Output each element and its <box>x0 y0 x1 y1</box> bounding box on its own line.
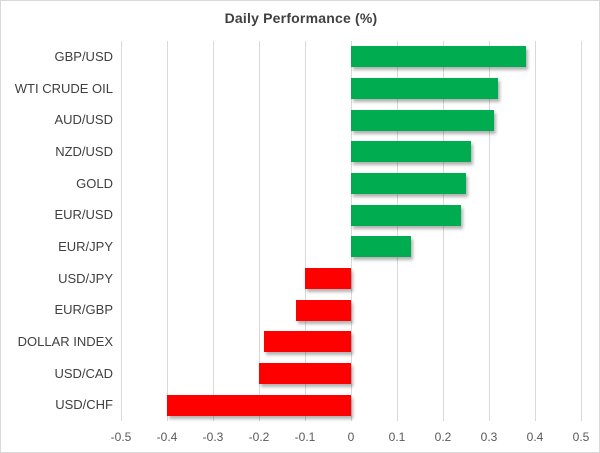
category-label: EUR/JPY <box>58 238 113 254</box>
category-label: WTI CRUDE OIL <box>14 80 113 96</box>
category-label: NZD/USD <box>55 143 113 159</box>
x-tick-label: 0.4 <box>526 430 544 444</box>
x-tick-label: -0.4 <box>156 430 178 444</box>
category-label: GOLD <box>76 175 113 191</box>
gridline <box>212 41 214 421</box>
x-tick-label: -0.1 <box>294 430 316 444</box>
category-label: GBP/USD <box>54 48 113 64</box>
bar-nzd-usd <box>351 141 471 163</box>
category-label: USD/CHF <box>55 397 113 413</box>
gridline <box>166 41 168 421</box>
gridline <box>304 41 306 421</box>
gridline <box>258 41 260 421</box>
plot-area <box>120 41 582 421</box>
bar-eur-jpy <box>351 236 411 258</box>
category-label: AUD/USD <box>54 112 113 128</box>
bar-eur-gbp <box>295 299 351 321</box>
chart-title: Daily Performance (%) <box>224 10 378 26</box>
category-label: EUR/USD <box>54 207 113 223</box>
bar-usd-cad <box>259 363 351 384</box>
x-tick-label: 0.5 <box>572 430 590 444</box>
bar-usd-chf <box>167 394 351 416</box>
category-label: DOLLAR INDEX <box>17 333 113 349</box>
bar-wti-crude-oil <box>351 78 499 99</box>
x-tick-label: -0.5 <box>110 430 132 444</box>
category-label: EUR/GBP <box>54 302 113 318</box>
bar-eur-usd <box>351 204 462 226</box>
category-label: USD/JPY <box>58 270 113 286</box>
bar-gbp-usd <box>351 46 526 68</box>
bar-aud-usd <box>351 109 494 131</box>
x-tick-label: -0.2 <box>248 430 270 444</box>
x-tick-label: 0.1 <box>388 430 406 444</box>
category-label: USD/CAD <box>54 365 113 381</box>
x-tick-label: 0.2 <box>434 430 452 444</box>
gridline <box>120 41 122 421</box>
x-tick-label: 0.3 <box>480 430 498 444</box>
bar-dollar-index <box>263 331 351 353</box>
gridline <box>534 41 536 421</box>
gridline <box>396 41 398 421</box>
x-tick-label: 0 <box>347 430 355 444</box>
bar-usd-jpy <box>305 268 351 289</box>
bar-gold <box>351 173 466 194</box>
gridline <box>442 41 444 421</box>
gridline <box>350 41 352 421</box>
x-tick-label: -0.3 <box>202 430 224 444</box>
gridline <box>580 41 582 421</box>
gridline <box>488 41 490 421</box>
